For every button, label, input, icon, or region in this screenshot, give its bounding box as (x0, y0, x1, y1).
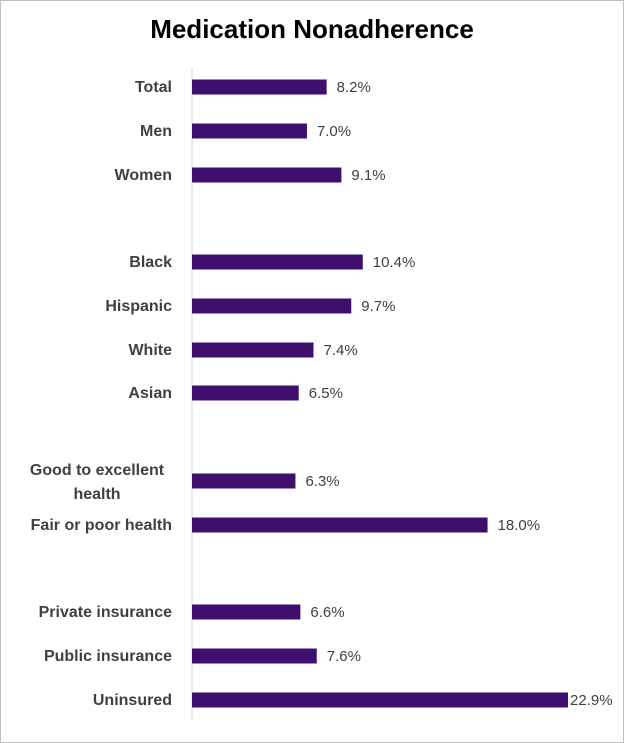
value-label-uninsured: 22.9% (570, 692, 613, 709)
bar-total (192, 79, 327, 95)
category-label-good-to-excellent-health: Good to excellent health (30, 462, 165, 503)
bar-women (192, 167, 342, 183)
value-label-hispanic: 9.7% (361, 298, 395, 315)
bar-black (192, 254, 363, 270)
category-label-women: Women (115, 167, 172, 184)
value-label-private-insurance: 6.6% (310, 604, 344, 621)
value-label-fair-or-poor-health: 18.0% (498, 517, 541, 534)
bar-public-insurance (192, 648, 317, 664)
bar-men (192, 123, 307, 139)
value-label-public-insurance: 7.6% (327, 648, 361, 665)
category-label-private-insurance: Private insurance (39, 604, 173, 621)
bar-asian (192, 385, 299, 401)
category-label-men: Men (140, 123, 172, 140)
value-label-total: 8.2% (337, 79, 371, 96)
bar-uninsured (192, 692, 568, 708)
category-label-fair-or-poor-health: Fair or poor health (31, 517, 172, 534)
bars-group: 8.2% Total 7.0% Men 9.1% Women 10.4% Black 9.7% H… (30, 79, 613, 709)
bar-good-to-excellent-health (192, 473, 296, 489)
bar-white (192, 342, 314, 358)
value-label-good-to-excellent-health: 6.3% (305, 473, 339, 490)
category-label-public-insurance: Public insurance (44, 648, 172, 665)
bar-hispanic (192, 298, 352, 314)
category-label-black: Black (129, 254, 172, 271)
category-label-uninsured: Uninsured (93, 692, 172, 709)
value-label-white: 7.4% (324, 342, 358, 359)
value-label-men: 7.0% (317, 123, 351, 140)
bar-fair-or-poor-health (192, 517, 488, 533)
bar-private-insurance (192, 604, 301, 620)
value-label-asian: 6.5% (309, 385, 343, 402)
category-label-total: Total (135, 79, 172, 96)
chart-title: Medication Nonadherence (150, 14, 474, 44)
value-label-black: 10.4% (373, 254, 416, 271)
category-label-white: White (128, 342, 172, 359)
value-label-women: 9.1% (351, 167, 385, 184)
category-label-hispanic: Hispanic (105, 298, 172, 315)
category-label-asian: Asian (128, 385, 172, 402)
